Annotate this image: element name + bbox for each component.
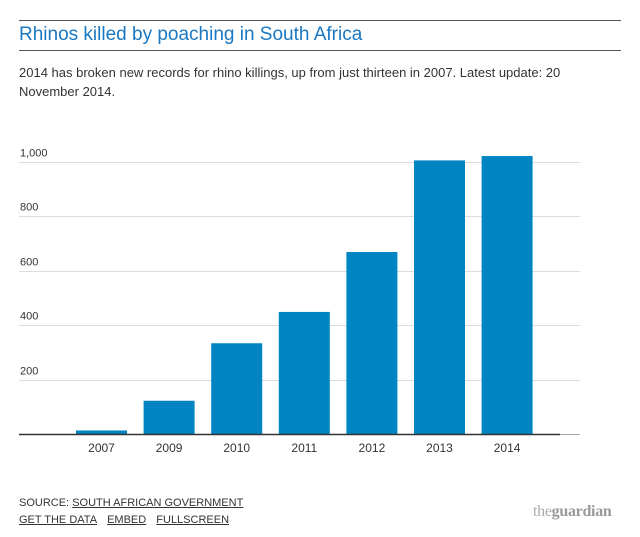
title-rule: [19, 50, 621, 51]
fullscreen-link[interactable]: FULLSCREEN: [156, 514, 230, 526]
bar-2013: [414, 160, 465, 434]
y-tick-label: 600: [20, 257, 38, 269]
source-link[interactable]: SOUTH AFRICAN GOVERNMENT: [72, 497, 244, 509]
bar-2007: [76, 430, 127, 434]
y-axis-labels: 200 400 600 800 1,000: [20, 148, 48, 378]
bars: [76, 156, 533, 435]
bar-2014: [481, 156, 533, 435]
get-the-data-link[interactable]: GET THE DATA: [19, 514, 98, 526]
x-axis-labels: 2007 2009 2010 2011 2012 2013 2014: [88, 441, 521, 455]
source-prefix: SOURCE:: [19, 497, 73, 509]
guardian-logo[interactable]: theguardian: [533, 503, 612, 521]
y-tick-label: 800: [20, 202, 38, 214]
x-tick-label: 2013: [426, 441, 453, 455]
bar-2011: [278, 311, 330, 434]
x-tick-label: 2014: [494, 441, 521, 455]
x-tick-label: 2010: [223, 441, 250, 455]
x-tick-label: 2011: [291, 441, 317, 455]
x-tick-label: 2012: [359, 441, 386, 455]
chart-subtitle: 2014 has broken new records for rhino ki…: [19, 65, 561, 99]
logo-the: the: [533, 503, 552, 520]
source-line: SOURCE: SOUTH AFRICAN GOVERNMENT: [19, 497, 243, 509]
bar-2010: [211, 343, 263, 434]
y-tick-label: 200: [20, 366, 38, 378]
y-tick-label: 400: [20, 311, 38, 323]
bar-2009: [143, 400, 195, 434]
x-tick-label: 2007: [88, 441, 115, 455]
bar-2012: [346, 251, 398, 434]
top-rule: [19, 20, 621, 21]
logo-guardian: guardian: [551, 503, 612, 520]
y-tick-label: 1,000: [20, 148, 48, 160]
footer-links: GET THE DATA EMBED FULLSCREEN: [19, 514, 236, 526]
embed-link[interactable]: EMBED: [107, 514, 147, 526]
x-tick-label: 2009: [156, 441, 183, 455]
chart-title: Rhinos killed by poaching in South Afric…: [19, 24, 363, 45]
